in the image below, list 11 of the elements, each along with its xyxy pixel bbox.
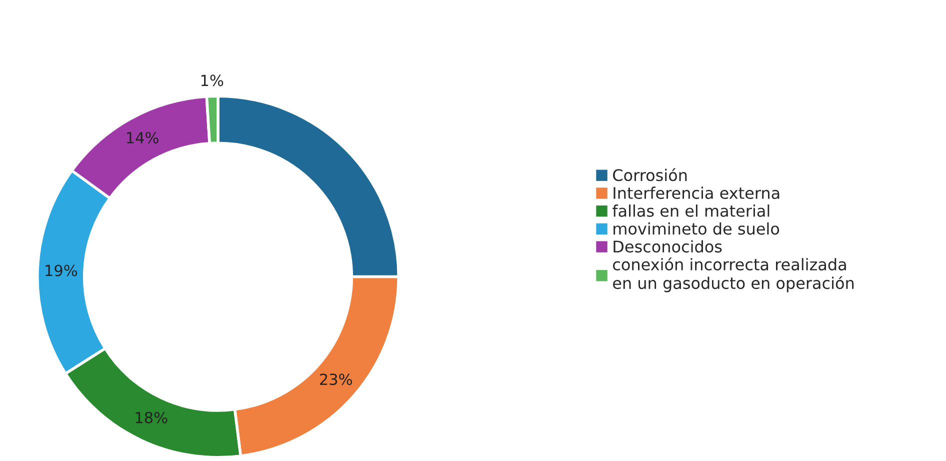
legend-label: Interferencia externa — [614, 186, 780, 200]
legend-label: Desconocidos — [614, 240, 722, 253]
legend-label: movimineto de suelo — [614, 222, 780, 235]
data-label: 18% — [136, 412, 168, 424]
data-label: 19% — [46, 264, 78, 276]
legend-label: fallas en el material — [612, 204, 770, 217]
legend-label: conexión incorrecta realizada en un gasoducto en operación — [613, 257, 854, 292]
data-label: 1% — [201, 74, 224, 86]
data-label: 14% — [127, 132, 158, 144]
legend-label: Corrosión — [613, 168, 687, 182]
data-label: 23% — [320, 374, 352, 386]
